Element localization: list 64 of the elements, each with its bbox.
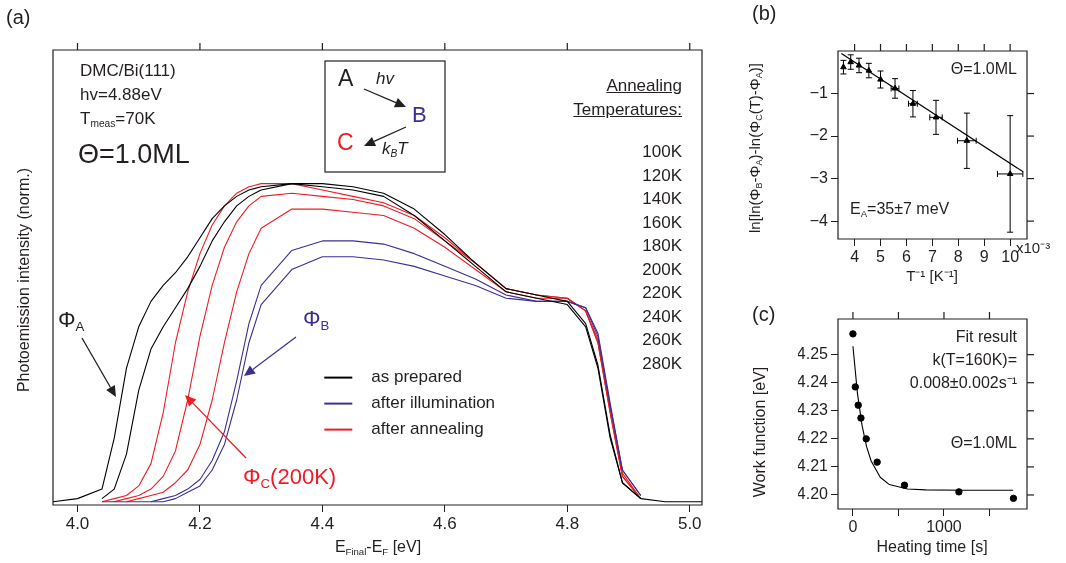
annotation: 220K: [642, 283, 682, 303]
text: B: [412, 102, 427, 128]
x-tick-label: 9: [979, 248, 989, 266]
annotation: 160K: [642, 212, 682, 233]
x-axis-title: E$_{Final}$-E$_{F}$ [eV]: [334, 538, 422, 558]
annotation: 180K: [642, 236, 682, 256]
text: hv: [376, 69, 394, 89]
y-axis-title: Photoemission intensity (norm.): [15, 167, 33, 393]
text: (b): [752, 2, 777, 24]
x-tick-label: 7: [927, 248, 937, 266]
text: Θ=1.0ML: [78, 139, 190, 170]
x-tick-label: 4.2: [188, 513, 212, 533]
annotation: Θ=1.0ML: [950, 60, 1017, 78]
text: (c): [752, 303, 776, 325]
annotation: Φ$_{C}$(200K): [243, 464, 337, 492]
annotation: 200K: [642, 259, 682, 280]
text: T$_{meas}$=70K: [80, 109, 156, 130]
text: DMC/Bi(111): [80, 61, 176, 81]
text: k$_{B}$T: [382, 139, 408, 160]
x-tick-label: 4.4: [310, 513, 335, 533]
y-tick-label: 4.25: [796, 345, 829, 363]
text: C: [337, 129, 354, 156]
text: hv=4.88eV: [80, 85, 162, 105]
annotation: 140K: [642, 189, 682, 209]
x-tick-label: 5: [876, 248, 886, 266]
y-tick-label: 4.23: [796, 401, 829, 419]
annotation: Θ=1.0ML: [950, 434, 1017, 452]
x-tick-label: 0: [848, 518, 858, 536]
x-tick-label: 4: [850, 248, 860, 266]
y-tick-label: −3: [809, 169, 829, 187]
y-tick-label: 4.24: [796, 373, 829, 391]
y-tick-label: −2: [809, 126, 829, 144]
legend-label: as prepared: [371, 367, 463, 387]
x-tick-label: 1000: [926, 518, 962, 536]
y-tick-label: −1: [809, 83, 829, 101]
y-axis-title: Work function [eV]: [751, 366, 769, 498]
annotation: Φ$_{B}$: [303, 306, 330, 334]
y-tick-label: 4.21: [796, 457, 829, 475]
text: A: [338, 65, 354, 92]
annotation: 120K: [642, 165, 682, 186]
x-tick-label: 6: [901, 248, 911, 266]
x-tick-label: 8: [953, 248, 963, 266]
x-tick-label: 4.8: [555, 513, 580, 533]
annotation: Φ$_{A}$: [58, 307, 85, 335]
x-axis-title: T⁻¹ [K⁻¹]: [906, 267, 958, 285]
legend-label: after illumination: [371, 393, 496, 413]
legend-label: after annealing: [371, 419, 484, 439]
annotation: Fit result: [955, 328, 1017, 346]
annotation: k(T=160K)=: [932, 351, 1017, 369]
annotation: 0.008±0.002s⁻¹: [909, 374, 1017, 392]
x-tick-label: 5.0: [677, 513, 702, 533]
x-axis-title: Heating time [s]: [876, 538, 988, 556]
annotation: E$_{A}$=35±7 meV: [850, 200, 950, 220]
x-tick-label: 4.0: [65, 513, 90, 533]
y-tick-label: 4.22: [796, 429, 829, 447]
annotation: 260K: [642, 330, 682, 350]
annotation: 280K: [642, 353, 682, 374]
x-tick-label: 4.6: [433, 513, 457, 533]
y-tick-label: −4: [809, 211, 829, 229]
annotation: 240K: [642, 306, 682, 327]
y-tick-label: 4.20: [796, 485, 829, 503]
text: Annealing Temperatures:: [572, 75, 682, 121]
text: 100K: [642, 142, 682, 162]
text: (a): [6, 6, 31, 28]
